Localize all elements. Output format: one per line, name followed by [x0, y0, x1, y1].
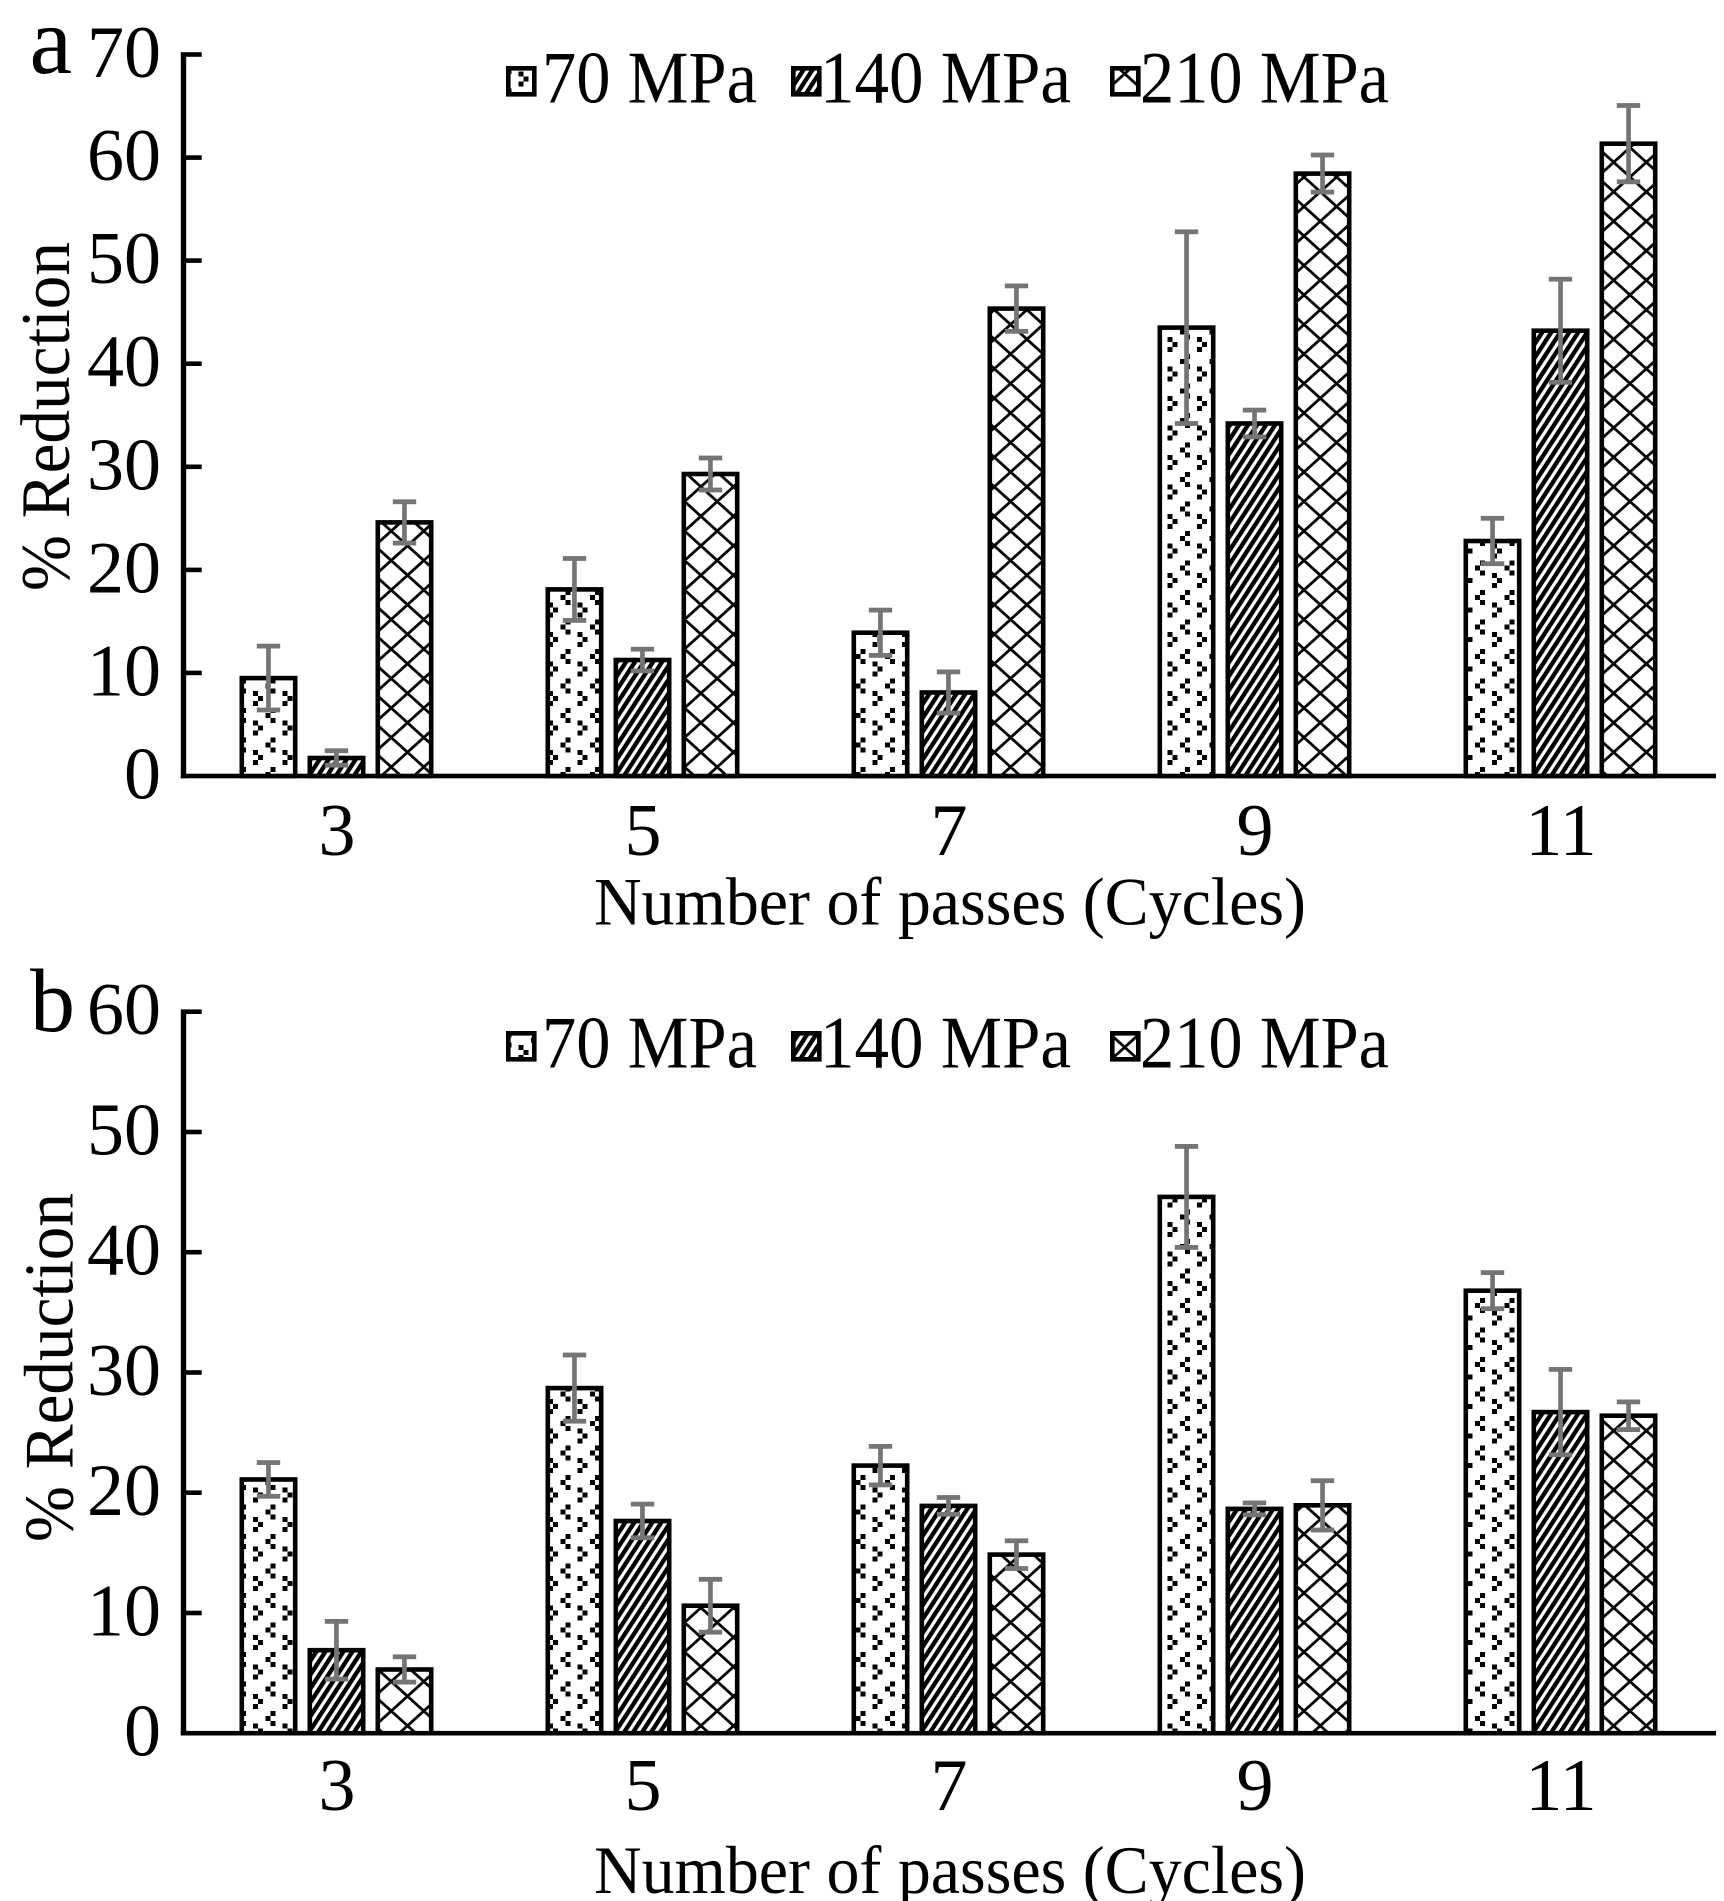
svg-text:10: 10	[87, 630, 161, 712]
svg-text:20: 20	[87, 1450, 161, 1532]
svg-text:30: 30	[87, 424, 161, 506]
svg-text:9: 9	[1237, 1745, 1274, 1827]
svg-text:140 MPa: 140 MPa	[820, 38, 1071, 120]
svg-text:% Reduction: % Reduction	[8, 242, 85, 591]
svg-text:3: 3	[319, 790, 356, 872]
svg-text:10: 10	[87, 1571, 161, 1653]
svg-text:70: 70	[87, 12, 161, 94]
svg-text:0: 0	[124, 1691, 161, 1773]
svg-text:20: 20	[87, 527, 161, 609]
svg-text:a: a	[30, 0, 73, 94]
svg-text:60: 60	[87, 115, 161, 197]
svg-text:140 MPa: 140 MPa	[820, 1003, 1071, 1085]
svg-text:5: 5	[625, 1745, 662, 1827]
svg-text:50: 50	[87, 218, 161, 300]
svg-text:210 MPa: 210 MPa	[1140, 1003, 1389, 1085]
svg-text:7: 7	[931, 790, 968, 872]
svg-text:0: 0	[124, 734, 161, 816]
svg-text:11: 11	[1525, 1745, 1596, 1827]
svg-text:5: 5	[625, 790, 662, 872]
svg-text:3: 3	[319, 1745, 356, 1827]
svg-text:40: 40	[87, 321, 161, 403]
svg-text:b: b	[30, 952, 75, 1051]
svg-text:40: 40	[87, 1210, 161, 1292]
svg-text:Number of passes (Cycles): Number of passes (Cycles)	[594, 1833, 1306, 1901]
svg-text:210 MPa: 210 MPa	[1140, 38, 1389, 120]
svg-text:60: 60	[87, 969, 161, 1051]
svg-text:30: 30	[87, 1330, 161, 1412]
svg-text:7: 7	[931, 1745, 968, 1827]
svg-text:50: 50	[87, 1090, 161, 1172]
svg-text:Number of passes (Cycles): Number of passes (Cycles)	[594, 865, 1306, 940]
svg-text:9: 9	[1237, 790, 1274, 872]
svg-text:70 MPa: 70 MPa	[542, 1003, 757, 1085]
svg-text:11: 11	[1525, 790, 1596, 872]
svg-text:70 MPa: 70 MPa	[542, 38, 757, 120]
svg-text:% Reduction: % Reduction	[12, 1193, 89, 1542]
